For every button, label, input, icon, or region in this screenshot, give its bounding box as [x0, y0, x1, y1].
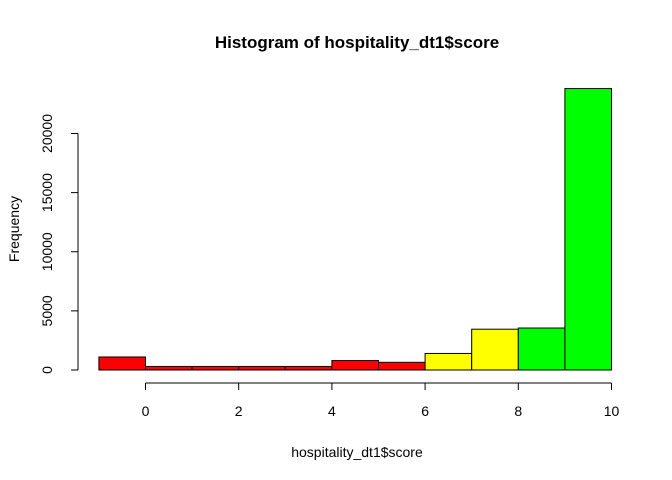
- x-axis: 0 2 4 6 8 10: [142, 382, 620, 419]
- bars-group: [98, 88, 613, 371]
- y-tick-label: 10000: [39, 232, 55, 271]
- histogram-bar-2: [191, 365, 240, 371]
- histogram-bar-6: [378, 361, 426, 371]
- histogram-bar-5: [331, 360, 379, 371]
- y-tick-label: 20000: [39, 114, 55, 153]
- x-tick-label: 4: [328, 403, 336, 419]
- x-tick-label: 8: [514, 403, 522, 419]
- chart-title: Histogram of hospitality_dt1$score: [215, 33, 499, 52]
- histogram-bar-10: [564, 88, 613, 371]
- histogram-bar-4: [284, 365, 333, 371]
- x-tick-label: 10: [604, 403, 620, 419]
- x-tick-label: 2: [235, 403, 243, 419]
- histogram-bar-1: [145, 365, 193, 371]
- histogram-bar-0: [98, 356, 146, 371]
- y-tick-label: 5000: [39, 295, 55, 326]
- y-tick-label: 0: [39, 366, 55, 374]
- x-tick-label: 0: [142, 403, 150, 419]
- histogram-bar-9: [517, 327, 566, 371]
- y-tick-label: 15000: [39, 173, 55, 212]
- histogram-bar-7: [424, 352, 473, 371]
- y-axis: 0 5000 10000 15000 20000: [39, 114, 79, 374]
- y-axis-label: Frequency: [6, 196, 22, 262]
- x-axis-label: hospitality_dt1$score: [291, 444, 423, 460]
- histogram-bar-8: [471, 328, 519, 371]
- histogram-bar-3: [238, 365, 286, 371]
- x-tick-label: 6: [421, 403, 429, 419]
